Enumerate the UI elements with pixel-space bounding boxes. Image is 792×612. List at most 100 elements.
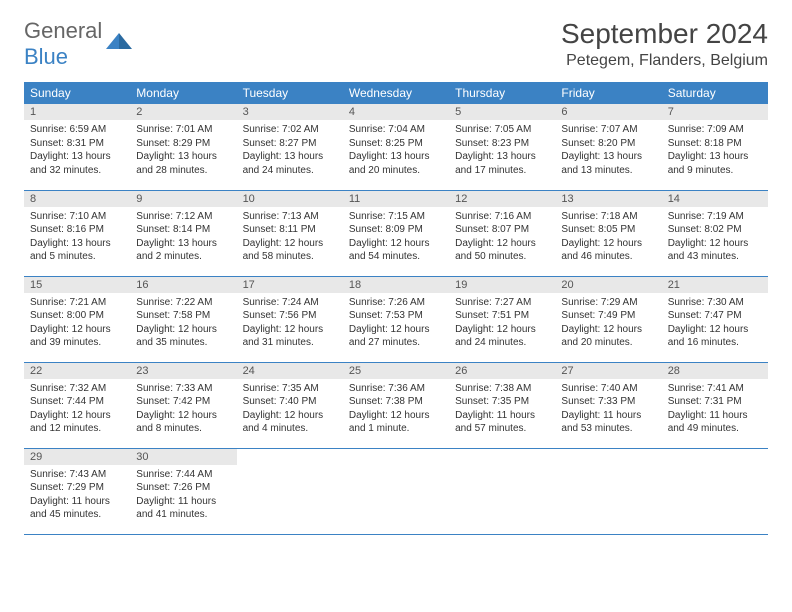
calendar-cell: 17Sunrise: 7:24 AMSunset: 7:56 PMDayligh… <box>237 276 343 362</box>
day-details: Sunrise: 7:33 AMSunset: 7:42 PMDaylight:… <box>130 379 236 440</box>
day-number: 20 <box>555 277 661 293</box>
day-details: Sunrise: 7:32 AMSunset: 7:44 PMDaylight:… <box>24 379 130 440</box>
day-details: Sunrise: 7:21 AMSunset: 8:00 PMDaylight:… <box>24 293 130 354</box>
calendar-cell: 24Sunrise: 7:35 AMSunset: 7:40 PMDayligh… <box>237 362 343 448</box>
day-details: Sunrise: 7:15 AMSunset: 8:09 PMDaylight:… <box>343 207 449 268</box>
day-details: Sunrise: 7:19 AMSunset: 8:02 PMDaylight:… <box>662 207 768 268</box>
calendar-row: 1Sunrise: 6:59 AMSunset: 8:31 PMDaylight… <box>24 104 768 190</box>
day-number: 30 <box>130 449 236 465</box>
day-number: 19 <box>449 277 555 293</box>
page-title: September 2024 <box>561 18 768 50</box>
logo-triangle-icon <box>106 31 132 57</box>
day-details: Sunrise: 7:04 AMSunset: 8:25 PMDaylight:… <box>343 120 449 181</box>
calendar-cell: 30Sunrise: 7:44 AMSunset: 7:26 PMDayligh… <box>130 448 236 534</box>
day-details: Sunrise: 7:26 AMSunset: 7:53 PMDaylight:… <box>343 293 449 354</box>
weekday-header: Monday <box>130 82 236 104</box>
weekday-header: Thursday <box>449 82 555 104</box>
calendar-cell: 15Sunrise: 7:21 AMSunset: 8:00 PMDayligh… <box>24 276 130 362</box>
day-number: 4 <box>343 104 449 120</box>
calendar-cell: 28Sunrise: 7:41 AMSunset: 7:31 PMDayligh… <box>662 362 768 448</box>
day-details: Sunrise: 7:10 AMSunset: 8:16 PMDaylight:… <box>24 207 130 268</box>
calendar-cell: 6Sunrise: 7:07 AMSunset: 8:20 PMDaylight… <box>555 104 661 190</box>
day-number: 26 <box>449 363 555 379</box>
day-details: Sunrise: 6:59 AMSunset: 8:31 PMDaylight:… <box>24 120 130 181</box>
weekday-header-row: Sunday Monday Tuesday Wednesday Thursday… <box>24 82 768 104</box>
day-number: 17 <box>237 277 343 293</box>
day-details: Sunrise: 7:35 AMSunset: 7:40 PMDaylight:… <box>237 379 343 440</box>
calendar-cell: 23Sunrise: 7:33 AMSunset: 7:42 PMDayligh… <box>130 362 236 448</box>
day-number: 24 <box>237 363 343 379</box>
calendar-cell <box>343 448 449 534</box>
calendar-cell: 7Sunrise: 7:09 AMSunset: 8:18 PMDaylight… <box>662 104 768 190</box>
weekday-header: Tuesday <box>237 82 343 104</box>
calendar-cell: 5Sunrise: 7:05 AMSunset: 8:23 PMDaylight… <box>449 104 555 190</box>
day-number: 7 <box>662 104 768 120</box>
header: General Blue September 2024 Petegem, Fla… <box>24 18 768 70</box>
logo-text-main: General <box>24 18 102 43</box>
day-number: 11 <box>343 191 449 207</box>
day-number: 23 <box>130 363 236 379</box>
calendar-cell <box>662 448 768 534</box>
calendar-cell: 9Sunrise: 7:12 AMSunset: 8:14 PMDaylight… <box>130 190 236 276</box>
calendar-cell: 4Sunrise: 7:04 AMSunset: 8:25 PMDaylight… <box>343 104 449 190</box>
calendar-table: Sunday Monday Tuesday Wednesday Thursday… <box>24 82 768 535</box>
calendar-cell: 11Sunrise: 7:15 AMSunset: 8:09 PMDayligh… <box>343 190 449 276</box>
day-number: 1 <box>24 104 130 120</box>
day-number: 9 <box>130 191 236 207</box>
calendar-cell: 14Sunrise: 7:19 AMSunset: 8:02 PMDayligh… <box>662 190 768 276</box>
calendar-cell: 22Sunrise: 7:32 AMSunset: 7:44 PMDayligh… <box>24 362 130 448</box>
calendar-cell: 2Sunrise: 7:01 AMSunset: 8:29 PMDaylight… <box>130 104 236 190</box>
day-number: 3 <box>237 104 343 120</box>
day-details: Sunrise: 7:09 AMSunset: 8:18 PMDaylight:… <box>662 120 768 181</box>
calendar-cell: 10Sunrise: 7:13 AMSunset: 8:11 PMDayligh… <box>237 190 343 276</box>
calendar-cell: 1Sunrise: 6:59 AMSunset: 8:31 PMDaylight… <box>24 104 130 190</box>
day-details: Sunrise: 7:27 AMSunset: 7:51 PMDaylight:… <box>449 293 555 354</box>
day-details: Sunrise: 7:18 AMSunset: 8:05 PMDaylight:… <box>555 207 661 268</box>
day-number: 10 <box>237 191 343 207</box>
day-details: Sunrise: 7:12 AMSunset: 8:14 PMDaylight:… <box>130 207 236 268</box>
day-details: Sunrise: 7:29 AMSunset: 7:49 PMDaylight:… <box>555 293 661 354</box>
calendar-cell: 26Sunrise: 7:38 AMSunset: 7:35 PMDayligh… <box>449 362 555 448</box>
day-number: 29 <box>24 449 130 465</box>
weekday-header: Sunday <box>24 82 130 104</box>
day-number: 8 <box>24 191 130 207</box>
logo: General Blue <box>24 18 132 70</box>
calendar-cell: 19Sunrise: 7:27 AMSunset: 7:51 PMDayligh… <box>449 276 555 362</box>
day-number: 18 <box>343 277 449 293</box>
title-block: September 2024 Petegem, Flanders, Belgiu… <box>561 18 768 70</box>
day-number: 5 <box>449 104 555 120</box>
calendar-row: 8Sunrise: 7:10 AMSunset: 8:16 PMDaylight… <box>24 190 768 276</box>
weekday-header: Friday <box>555 82 661 104</box>
calendar-row: 15Sunrise: 7:21 AMSunset: 8:00 PMDayligh… <box>24 276 768 362</box>
day-number: 28 <box>662 363 768 379</box>
day-details: Sunrise: 7:38 AMSunset: 7:35 PMDaylight:… <box>449 379 555 440</box>
calendar-row: 29Sunrise: 7:43 AMSunset: 7:29 PMDayligh… <box>24 448 768 534</box>
day-details: Sunrise: 7:05 AMSunset: 8:23 PMDaylight:… <box>449 120 555 181</box>
day-number: 27 <box>555 363 661 379</box>
day-details: Sunrise: 7:44 AMSunset: 7:26 PMDaylight:… <box>130 465 236 526</box>
location-text: Petegem, Flanders, Belgium <box>561 52 768 70</box>
day-details: Sunrise: 7:02 AMSunset: 8:27 PMDaylight:… <box>237 120 343 181</box>
weekday-header: Wednesday <box>343 82 449 104</box>
calendar-cell <box>237 448 343 534</box>
calendar-cell: 12Sunrise: 7:16 AMSunset: 8:07 PMDayligh… <box>449 190 555 276</box>
day-details: Sunrise: 7:13 AMSunset: 8:11 PMDaylight:… <box>237 207 343 268</box>
day-number: 13 <box>555 191 661 207</box>
calendar-cell: 21Sunrise: 7:30 AMSunset: 7:47 PMDayligh… <box>662 276 768 362</box>
day-details: Sunrise: 7:24 AMSunset: 7:56 PMDaylight:… <box>237 293 343 354</box>
day-number: 25 <box>343 363 449 379</box>
day-details: Sunrise: 7:43 AMSunset: 7:29 PMDaylight:… <box>24 465 130 526</box>
day-number: 6 <box>555 104 661 120</box>
weekday-header: Saturday <box>662 82 768 104</box>
calendar-cell: 25Sunrise: 7:36 AMSunset: 7:38 PMDayligh… <box>343 362 449 448</box>
day-number: 14 <box>662 191 768 207</box>
day-details: Sunrise: 7:36 AMSunset: 7:38 PMDaylight:… <box>343 379 449 440</box>
day-details: Sunrise: 7:30 AMSunset: 7:47 PMDaylight:… <box>662 293 768 354</box>
day-details: Sunrise: 7:01 AMSunset: 8:29 PMDaylight:… <box>130 120 236 181</box>
day-details: Sunrise: 7:07 AMSunset: 8:20 PMDaylight:… <box>555 120 661 181</box>
calendar-cell: 20Sunrise: 7:29 AMSunset: 7:49 PMDayligh… <box>555 276 661 362</box>
calendar-cell <box>449 448 555 534</box>
day-details: Sunrise: 7:40 AMSunset: 7:33 PMDaylight:… <box>555 379 661 440</box>
day-number: 12 <box>449 191 555 207</box>
calendar-cell: 3Sunrise: 7:02 AMSunset: 8:27 PMDaylight… <box>237 104 343 190</box>
